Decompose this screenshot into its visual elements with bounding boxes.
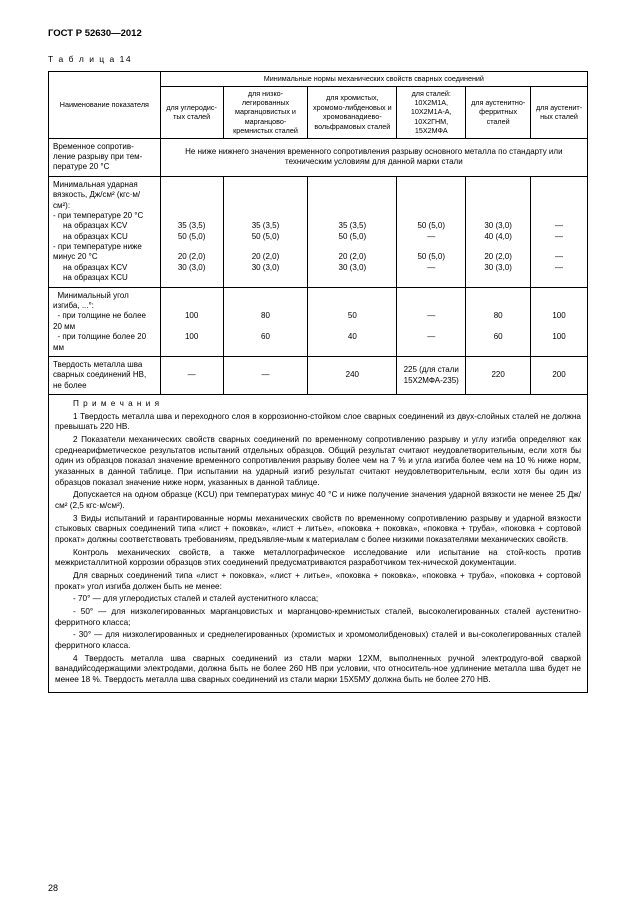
notes-cell: П р и м е ч а н и я 1 Твердость металла … (49, 395, 588, 692)
cell: — (223, 356, 308, 394)
cell: 100100 (160, 287, 223, 356)
note-p: 2 Показатели механических свойств сварны… (55, 435, 581, 488)
document-page: ГОСТ Р 52630—2012 Т а б л и ц а 14 Наиме… (0, 0, 630, 913)
cell: 220 (466, 356, 531, 394)
col-2: для низко-легированных марганцовистых и … (223, 86, 308, 138)
cell: 35 (3,5) 50 (5,0) 20 (2,0) 30 (3,0) (223, 176, 308, 287)
col-header-name: Наименование показателя (49, 72, 161, 138)
col-header-top: Минимальные нормы механических свойств с… (160, 72, 587, 86)
cell: 240 (308, 356, 397, 394)
note-p: 1 Твердость металла шва и переходного сл… (55, 412, 581, 433)
cell: — — — — (531, 176, 588, 287)
col-3: для хромистых, хромомо-либденовых и хром… (308, 86, 397, 138)
row-label: Минимальный угол изгиба, ...°: - при тол… (49, 287, 161, 356)
table-row: Твердость металла шва сварных соединений… (49, 356, 588, 394)
table-row: Минимальный угол изгиба, ...°: - при тол… (49, 287, 588, 356)
cell: 35 (3,5) 50 (5,0) 20 (2,0) 30 (3,0) (160, 176, 223, 287)
col-5: для аустенитно-ферритных сталей (466, 86, 531, 138)
note-p: - 70° — для углеродистых сталей и сталей… (55, 594, 581, 605)
table-notes-row: П р и м е ч а н и я 1 Твердость металла … (49, 395, 588, 692)
cell: — (160, 356, 223, 394)
cell: 100100 (531, 287, 588, 356)
table-caption: Т а б л и ц а 14 (48, 54, 588, 65)
cell: 8060 (466, 287, 531, 356)
note-p: - 50° — для низколегированных марганцови… (55, 607, 581, 628)
note-p: 3 Виды испытаний и гарантированные нормы… (55, 514, 581, 546)
cell: 225 (для стали 15Х2МФА-235) (397, 356, 466, 394)
note-p: - 30° — для низколегированных и среднеле… (55, 630, 581, 651)
cell: 35 (3,5) 50 (5,0) 20 (2,0) 30 (3,0) (308, 176, 397, 287)
table-row: Минимальная ударная вязкость, Дж/см² (кг… (49, 176, 588, 287)
col-4: для сталей: 10Х2М1А, 10Х2М1А-А, 10Х2ГНМ,… (397, 86, 466, 138)
col-6: для аустенит-ных сталей (531, 86, 588, 138)
cell: 50 (5,0) — 50 (5,0) — (397, 176, 466, 287)
note-p: Контроль механических свойств, а также м… (55, 548, 581, 569)
row-label: Минимальная ударная вязкость, Дж/см² (кг… (49, 176, 161, 287)
cell: 200 (531, 356, 588, 394)
table-row: Временное сопротив-ление разрыву при тем… (49, 138, 588, 176)
note-p: Допускается на одном образце (KCU) при т… (55, 490, 581, 511)
col-1: для углеродис-тых сталей (160, 86, 223, 138)
row-label: Временное сопротив-ление разрыву при тем… (49, 138, 161, 176)
note-p: Для сварных соединений типа «лист + поко… (55, 571, 581, 592)
document-id: ГОСТ Р 52630—2012 (48, 28, 588, 40)
cell: 8060 (223, 287, 308, 356)
cell: 5040 (308, 287, 397, 356)
properties-table: Наименование показателя Минимальные норм… (48, 71, 588, 692)
cell: 30 (3,0) 40 (4,0) 20 (2,0) 30 (3,0) (466, 176, 531, 287)
page-number: 28 (48, 883, 58, 895)
notes-title: П р и м е ч а н и я (55, 399, 581, 410)
row-merged: Не ниже нижнего значения временного сопр… (160, 138, 587, 176)
cell: —— (397, 287, 466, 356)
row-label: Твердость металла шва сварных соединений… (49, 356, 161, 394)
note-p: 4 Твердость металла шва сварных соединен… (55, 654, 581, 686)
